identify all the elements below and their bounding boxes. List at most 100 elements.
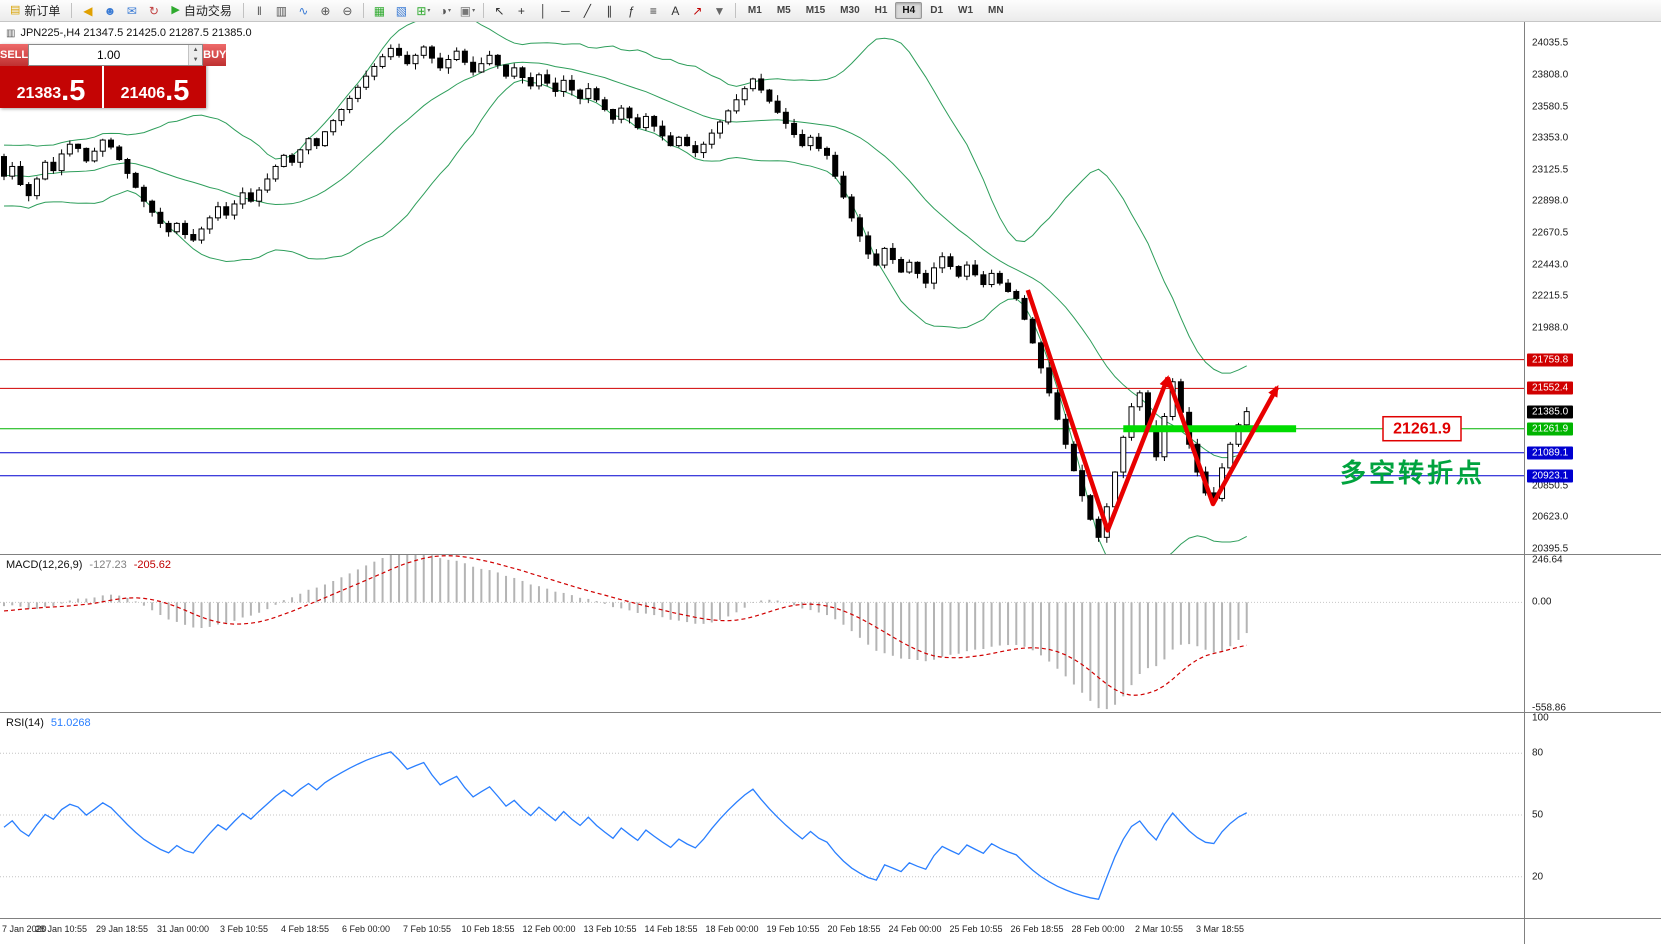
timeframe-mn[interactable]: MN: [988, 5, 1004, 16]
macd-header: MACD(12,26,9) -127.23 -205.62: [6, 559, 178, 571]
period-icon[interactable]: ◑ ▾: [439, 3, 452, 18]
time-label: 29 Jan 18:55: [95, 924, 149, 934]
time-label: 20 Feb 18:55: [827, 924, 881, 934]
rsi-header: RSI(14) 51.0268: [6, 717, 98, 729]
trend-arrows[interactable]: [1025, 289, 1280, 533]
autotrading-button[interactable]: ▶ 自动交易: [165, 2, 237, 20]
macd-signal-line: [3, 555, 1247, 696]
price-tick: 20850.5: [1532, 480, 1569, 492]
timeframe-m5[interactable]: M5: [776, 5, 791, 16]
macd-main-value: -127.23: [89, 559, 127, 571]
time-label: 3 Mar 18:55: [1195, 924, 1245, 934]
rsi-line: [3, 751, 1248, 901]
new-order-button-icon: ▤: [10, 4, 21, 16]
timeframe-m15[interactable]: M15: [805, 5, 826, 16]
vertical-line-icon[interactable]: │: [539, 3, 548, 18]
price-tick: 20395.5: [1532, 543, 1569, 555]
main-chart-canvas[interactable]: 21261.9 多空转折点: [0, 22, 1524, 554]
time-label: 13 Feb 10:55: [583, 924, 637, 934]
dropdown-caret-icon: ▾: [427, 8, 431, 14]
price-tick: 23580.5: [1532, 101, 1569, 113]
symbol-ohlc-text: JPN225-,H4 21347.5 21425.0 21287.5 21385…: [20, 27, 252, 39]
rsi-tick: 50: [1532, 809, 1544, 821]
zoom-out-icon[interactable]: ⊖: [342, 3, 353, 18]
dropdown-caret-icon: ▾: [448, 8, 452, 14]
time-label: 14 Feb 18:55: [644, 924, 698, 934]
timeframe-d1[interactable]: D1: [930, 5, 944, 16]
template-icon[interactable]: ▣ ▾: [459, 3, 476, 18]
new-chart-icon[interactable]: ⊞ ▾: [416, 3, 431, 18]
volume-input[interactable]: [29, 45, 189, 65]
time-label: 24 Feb 00:00: [888, 924, 942, 934]
channel-icon[interactable]: ∥: [606, 3, 613, 18]
time-label: 7 Jan 2020: [2, 924, 47, 934]
timeframe-h4[interactable]: H4: [895, 2, 923, 19]
time-label: 28 Jan 10:55: [34, 924, 88, 934]
rsi-tick: 20: [1532, 871, 1544, 883]
price-tick: 23353.0: [1532, 132, 1569, 144]
turning-point-annotation[interactable]: 多空转折点: [1340, 458, 1485, 488]
alert-horn-icon[interactable]: ◀: [83, 3, 93, 18]
macd-tick: 246.64: [1532, 554, 1563, 566]
timeframe-m1[interactable]: M1: [747, 5, 762, 16]
price-axis[interactable]: 24035.5 23808.0 23580.5 23353.0 23125.5 22898…: [1524, 22, 1661, 944]
buy-price-pip: .5: [165, 75, 190, 107]
toolbar-separator: [482, 3, 484, 18]
community-icon[interactable]: ☻: [103, 3, 117, 18]
price-tick: 21988.0: [1532, 322, 1569, 334]
time-label: 6 Feb 00:00: [341, 924, 391, 934]
toolbar-separator: [242, 3, 244, 18]
buy-price-int: 21406: [120, 85, 166, 102]
rsi-value: 51.0268: [50, 717, 91, 729]
axis-separator: [1525, 554, 1661, 555]
timeframe-w1[interactable]: W1: [958, 5, 974, 16]
axis-separator: [1525, 918, 1661, 919]
price-line-label: 21385.0: [1527, 405, 1574, 419]
trendline-icon[interactable]: ╱: [583, 3, 592, 18]
bar-chart-icon[interactable]: ‖: [256, 3, 262, 18]
toolbar: ▤ 新订单 ◀ ☻ ✉ ↻ ▶ 自动交易 ‖ ▥ ∿ ⊕ ⊖ ▦ ▧ ⊞ ▾ ◑ ▾ ▣ ▾ ↖ + │ ─ ╱ ∥ ƒ ≡ A ↗ ▼ M1 M…: [0, 0, 1661, 22]
cascade-windows-icon[interactable]: ▧: [395, 3, 408, 18]
crosshair-icon[interactable]: +: [517, 3, 525, 18]
panel-separator[interactable]: [0, 712, 1524, 713]
objects-dropdown-icon[interactable]: ▼: [713, 3, 726, 18]
volume-up-icon[interactable]: ▲: [189, 45, 203, 55]
price-line-label: 21552.4: [1527, 381, 1574, 395]
price-line-label: 21759.8: [1527, 353, 1574, 367]
chart-icon: ▥: [6, 27, 16, 39]
price-callout[interactable]: 21261.9: [1382, 415, 1462, 442]
zoom-in-icon[interactable]: ⊕: [320, 3, 331, 18]
text-label-icon[interactable]: A: [671, 3, 680, 18]
fibonacci-icon[interactable]: ƒ: [628, 3, 635, 18]
buy-price-display[interactable]: 21406.5: [104, 66, 206, 108]
timeframe-m30[interactable]: M30: [840, 5, 860, 16]
rsi-panel[interactable]: [0, 712, 1524, 918]
macd-panel[interactable]: [0, 554, 1524, 712]
price-line-label: 21261.9: [1527, 422, 1574, 436]
buy-button[interactable]: BUY: [203, 44, 227, 66]
refresh-icon[interactable]: ↻: [148, 3, 159, 18]
sell-price-display[interactable]: 21383.5: [0, 66, 102, 108]
cursor-icon[interactable]: ↖: [494, 3, 505, 18]
timeframe-h1[interactable]: H1: [874, 5, 888, 16]
time-axis[interactable]: 7 Jan 2020 28 Jan 10:55 29 Jan 18:55 31 Jan…: [0, 918, 1524, 944]
new-order-button[interactable]: ▤ 新订单: [4, 2, 66, 20]
volume-down-icon[interactable]: ▼: [189, 55, 203, 65]
price-tick: 22898.0: [1532, 195, 1569, 207]
horizontal-line-icon[interactable]: ─: [561, 3, 570, 18]
price-tick: 24035.5: [1532, 37, 1569, 49]
panel-separator[interactable]: [0, 554, 1524, 555]
candlestick-chart-icon[interactable]: ▥: [275, 3, 288, 18]
sell-button[interactable]: SELL: [0, 44, 29, 66]
line-chart-icon[interactable]: ∿: [298, 3, 309, 18]
toolbar-separator: [734, 3, 736, 18]
chat-icon[interactable]: ✉: [126, 3, 137, 18]
tile-windows-icon[interactable]: ▦: [373, 3, 386, 18]
chart-window: 21261.9 多空转折点 ▥ JPN225-,H4 21347.5 21425.…: [0, 22, 1524, 944]
level-lines[interactable]: [0, 359, 1524, 477]
time-label: 2 Mar 10:55: [1134, 924, 1184, 934]
cycle-lines-icon[interactable]: ≡: [649, 3, 657, 18]
sell-price-int: 21383: [16, 85, 62, 102]
panel-separator: [0, 918, 1524, 919]
arrow-object-icon[interactable]: ↗: [692, 3, 703, 18]
